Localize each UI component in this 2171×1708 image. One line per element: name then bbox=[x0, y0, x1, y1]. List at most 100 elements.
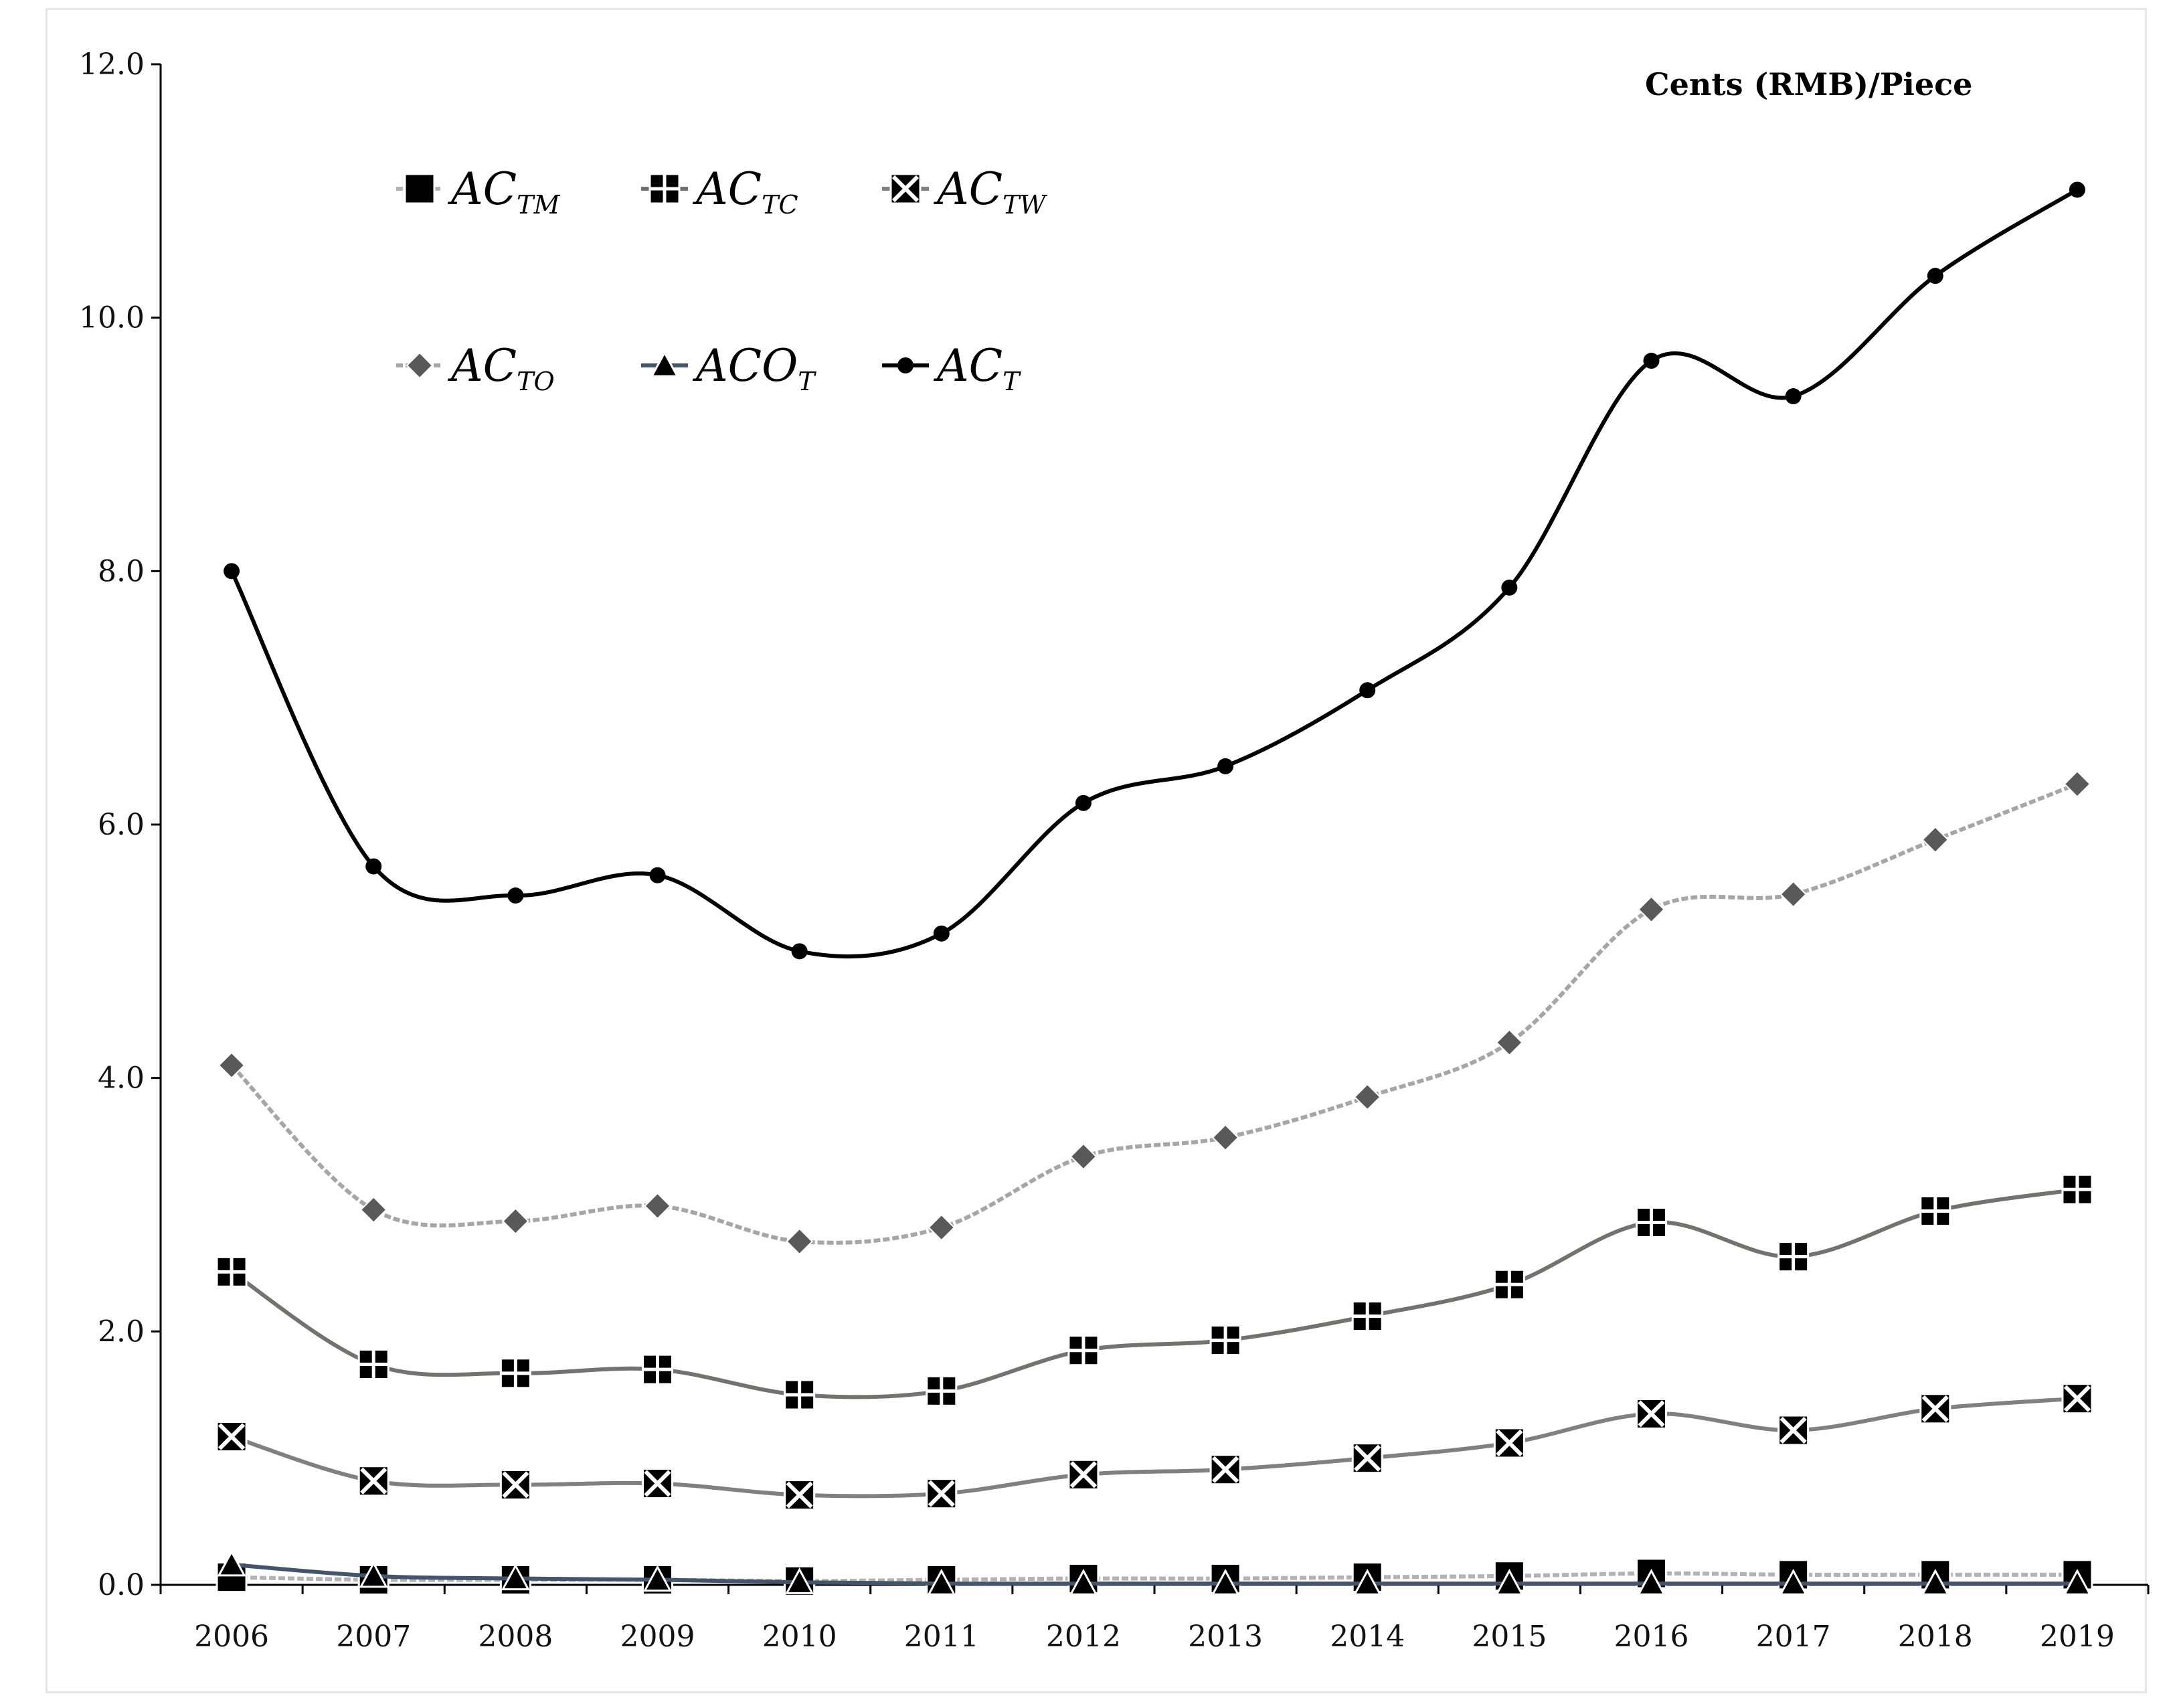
marker-cross bbox=[642, 1355, 673, 1385]
marker-x bbox=[786, 1481, 813, 1509]
data-point-tw bbox=[499, 1468, 531, 1501]
marker-x bbox=[1496, 1429, 1523, 1457]
marker-x bbox=[1211, 1456, 1239, 1483]
marker-x bbox=[1638, 1400, 1665, 1428]
data-point-co bbox=[359, 1561, 388, 1588]
data-point-t bbox=[1217, 758, 1234, 774]
data-point-tc bbox=[1209, 1325, 1241, 1357]
x-tick-label: 2012 bbox=[1046, 1620, 1121, 1654]
legend-subscript: T bbox=[798, 367, 816, 396]
data-point-co bbox=[642, 1565, 673, 1592]
data-point-tc bbox=[1067, 1335, 1100, 1367]
data-point-tw bbox=[642, 1468, 673, 1500]
x-tick-label: 2007 bbox=[336, 1620, 411, 1654]
data-point-tc bbox=[499, 1357, 531, 1389]
legend-item-t: ACT bbox=[882, 340, 1021, 396]
data-point-t bbox=[791, 943, 808, 960]
marker-cross bbox=[217, 1257, 247, 1287]
marker-x bbox=[360, 1467, 387, 1494]
data-point-to bbox=[928, 1213, 956, 1242]
legend-name: AC bbox=[447, 163, 517, 215]
data-point-tc bbox=[926, 1375, 958, 1407]
data-point-tw bbox=[1493, 1427, 1525, 1459]
marker-cross bbox=[1636, 1207, 1666, 1237]
data-point-co bbox=[501, 1563, 530, 1591]
legend-item-co: ACOT bbox=[641, 340, 816, 396]
legend-subscript: TM bbox=[517, 190, 560, 220]
data-point-co bbox=[1211, 1568, 1240, 1596]
legend-label: ACT bbox=[933, 340, 1021, 396]
data-point-tw bbox=[784, 1479, 816, 1511]
x-tick-label: 2016 bbox=[1614, 1620, 1689, 1654]
legend-item-to: ACTO bbox=[396, 340, 555, 396]
x-tick-label: 2009 bbox=[620, 1620, 695, 1654]
legend-item-tc: ACTC bbox=[641, 163, 798, 220]
marker-cross bbox=[1211, 1325, 1241, 1355]
data-point-co bbox=[1779, 1568, 1808, 1596]
data-point-t bbox=[1501, 579, 1518, 596]
chart-frame bbox=[46, 8, 2147, 1693]
data-point-tc bbox=[1493, 1268, 1525, 1300]
series-to bbox=[218, 770, 2091, 1256]
data-point-tw bbox=[1636, 1397, 1667, 1430]
series-line-tw bbox=[231, 1396, 2078, 1499]
data-point-to bbox=[786, 1227, 814, 1256]
series-tc bbox=[215, 1173, 2093, 1411]
marker-cross bbox=[1920, 1196, 1950, 1226]
data-point-t bbox=[1785, 388, 1802, 405]
legend-marker bbox=[406, 351, 434, 379]
marker-cross bbox=[359, 1349, 389, 1379]
data-point-co bbox=[785, 1567, 814, 1594]
marker-x bbox=[1779, 1416, 1807, 1444]
data-point-to bbox=[501, 1207, 529, 1235]
marker-cross bbox=[1494, 1270, 1525, 1300]
data-point-t bbox=[933, 925, 950, 942]
data-point-tc bbox=[1919, 1195, 1951, 1227]
marker-x bbox=[928, 1480, 955, 1507]
x-tick-label: 2013 bbox=[1188, 1620, 1263, 1654]
marker-cross bbox=[650, 174, 679, 203]
data-point-co bbox=[2063, 1568, 2092, 1596]
data-point-tw bbox=[1351, 1442, 1383, 1474]
data-point-t bbox=[224, 563, 240, 580]
data-point-tc bbox=[1636, 1207, 1667, 1239]
y-tick-label: 10.0 bbox=[79, 301, 145, 335]
marker-x bbox=[2063, 1385, 2091, 1412]
data-point-tc bbox=[784, 1379, 816, 1411]
data-point-t bbox=[1927, 268, 1943, 284]
y-tick-label: 12.0 bbox=[79, 48, 145, 82]
data-point-to bbox=[1638, 895, 1665, 924]
x-tick-label: 2014 bbox=[1330, 1620, 1405, 1654]
marker-cross bbox=[926, 1376, 956, 1406]
data-point-tw bbox=[926, 1478, 958, 1510]
data-point-t bbox=[1359, 682, 1376, 699]
marker-x bbox=[644, 1470, 671, 1497]
data-point-tc bbox=[1351, 1300, 1383, 1333]
x-tick-label: 2019 bbox=[2040, 1620, 2115, 1654]
data-point-tc bbox=[357, 1349, 389, 1381]
legend-label: ACOT bbox=[692, 340, 816, 396]
y-tick-label: 0.0 bbox=[98, 1568, 145, 1602]
data-point-tc bbox=[2061, 1173, 2093, 1205]
legend-label: ACTM bbox=[447, 163, 561, 220]
y-tick-label: 6.0 bbox=[98, 808, 145, 842]
legend-name: AC bbox=[692, 163, 762, 215]
series-line-t bbox=[230, 187, 2079, 959]
data-point-tw bbox=[1777, 1414, 1810, 1446]
data-point-t bbox=[649, 867, 666, 883]
legend-marker bbox=[404, 173, 436, 205]
series-line-to bbox=[230, 782, 2079, 1245]
data-point-to bbox=[1069, 1142, 1098, 1171]
data-point-to bbox=[1779, 880, 1808, 908]
unit-label: Cents (RMB)/Piece bbox=[1645, 66, 1972, 102]
y-tick-label: 8.0 bbox=[98, 554, 145, 588]
legend-subscript: TC bbox=[762, 190, 798, 220]
marker-cross bbox=[2062, 1175, 2092, 1205]
legend-name: AC bbox=[933, 163, 1003, 215]
marker-cross bbox=[784, 1380, 814, 1410]
data-point-to bbox=[359, 1196, 387, 1223]
x-tick-label: 2015 bbox=[1472, 1620, 1547, 1654]
legend-item-tm: ACTM bbox=[396, 163, 561, 220]
x-tick-label: 2008 bbox=[478, 1620, 553, 1654]
